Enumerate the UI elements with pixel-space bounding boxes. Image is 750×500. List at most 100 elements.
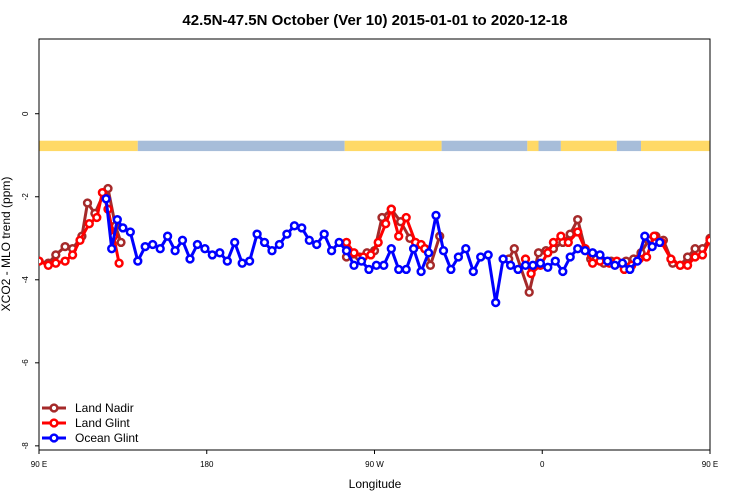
data-point — [207, 250, 217, 260]
strip-land-segment — [641, 140, 710, 152]
data-point — [43, 260, 53, 270]
data-point — [528, 260, 538, 270]
data-point — [729, 195, 736, 202]
data-point — [274, 239, 285, 250]
data-point — [51, 258, 61, 268]
data-point — [509, 244, 519, 254]
data-point — [366, 250, 376, 260]
x-tick-label: 90 W — [365, 460, 384, 469]
data-point — [526, 268, 536, 279]
data-point — [641, 252, 652, 262]
y-axis: 0 -2 -4 -6 -8 — [21, 111, 39, 449]
data-point — [75, 235, 85, 245]
data-point — [341, 246, 352, 256]
data-point — [666, 254, 676, 264]
x-tick-label: 90 E — [702, 460, 718, 469]
data-point — [125, 227, 135, 237]
data-point — [563, 237, 573, 248]
data-point — [498, 254, 508, 264]
data-point — [655, 237, 665, 248]
data-point — [722, 200, 729, 207]
data-point — [573, 244, 583, 254]
x-tick-label: 0 — [540, 460, 545, 469]
data-point — [379, 260, 389, 270]
series-ocean-glint — [101, 194, 743, 308]
data-point — [394, 264, 404, 275]
data-point — [112, 214, 122, 225]
data-point — [401, 264, 411, 275]
data-point — [349, 260, 359, 270]
data-point — [587, 248, 598, 258]
data-point — [133, 256, 143, 266]
y-tick-label: -4 — [21, 276, 30, 284]
data-point — [736, 200, 743, 207]
data-point — [573, 227, 583, 237]
legend-label: Land Glint — [75, 416, 130, 430]
y-tick-label: -2 — [21, 193, 30, 201]
data-point — [625, 264, 635, 275]
y-tick-label: 0 — [21, 111, 30, 116]
data-point — [170, 246, 180, 256]
data-point — [381, 219, 391, 229]
data-point — [735, 189, 742, 196]
data-point — [513, 264, 523, 275]
data-point — [425, 260, 436, 270]
data-point — [148, 239, 158, 250]
data-point — [729, 208, 736, 215]
strip-ocean-segment — [538, 140, 561, 152]
data-point — [334, 237, 344, 248]
data-point — [610, 260, 620, 270]
strip-land-segment — [527, 140, 539, 152]
data-point — [558, 266, 568, 277]
data-point — [736, 245, 743, 252]
y-axis-label: XCO2 - MLO trend (ppm) — [0, 177, 13, 312]
data-point — [476, 252, 486, 262]
data-point — [587, 258, 598, 268]
data-point — [237, 258, 247, 268]
data-point — [304, 235, 314, 245]
strip-ocean-segment — [441, 140, 528, 152]
data-point — [92, 212, 102, 223]
data-point — [215, 248, 225, 258]
data-point — [722, 216, 729, 223]
data-point — [543, 262, 553, 272]
data-point — [394, 231, 404, 241]
data-point — [438, 246, 449, 256]
data-point — [408, 244, 419, 254]
data-point — [550, 256, 560, 266]
data-point — [114, 258, 124, 268]
data-point — [267, 246, 277, 256]
legend-label: Ocean Glint — [75, 431, 139, 445]
data-point — [595, 250, 605, 260]
data-point — [690, 244, 700, 254]
data-point — [401, 212, 411, 223]
y-tick-label: -8 — [21, 442, 30, 450]
data-point — [543, 248, 553, 258]
data-point — [326, 246, 337, 256]
series-layer — [39, 183, 750, 308]
data-point — [483, 250, 493, 260]
data-point — [312, 239, 322, 250]
x-tick-label: 90 E — [31, 460, 47, 469]
legend-label: Land Nadir — [75, 401, 134, 415]
data-point — [140, 241, 150, 252]
y-tick-label: -6 — [21, 359, 30, 367]
data-point — [101, 194, 111, 204]
data-point — [573, 214, 583, 225]
data-point — [744, 229, 750, 236]
data-point — [690, 252, 700, 262]
data-point — [373, 237, 383, 248]
data-point — [116, 237, 126, 248]
data-point — [82, 198, 93, 208]
data-point — [230, 237, 240, 248]
strip-land-segment — [39, 140, 138, 152]
data-point — [640, 231, 650, 241]
data-point — [51, 250, 61, 260]
data-point — [535, 258, 546, 268]
data-point — [533, 248, 544, 258]
data-point — [364, 264, 374, 275]
data-point — [252, 229, 262, 239]
data-point — [222, 256, 232, 266]
data-point — [580, 246, 590, 256]
